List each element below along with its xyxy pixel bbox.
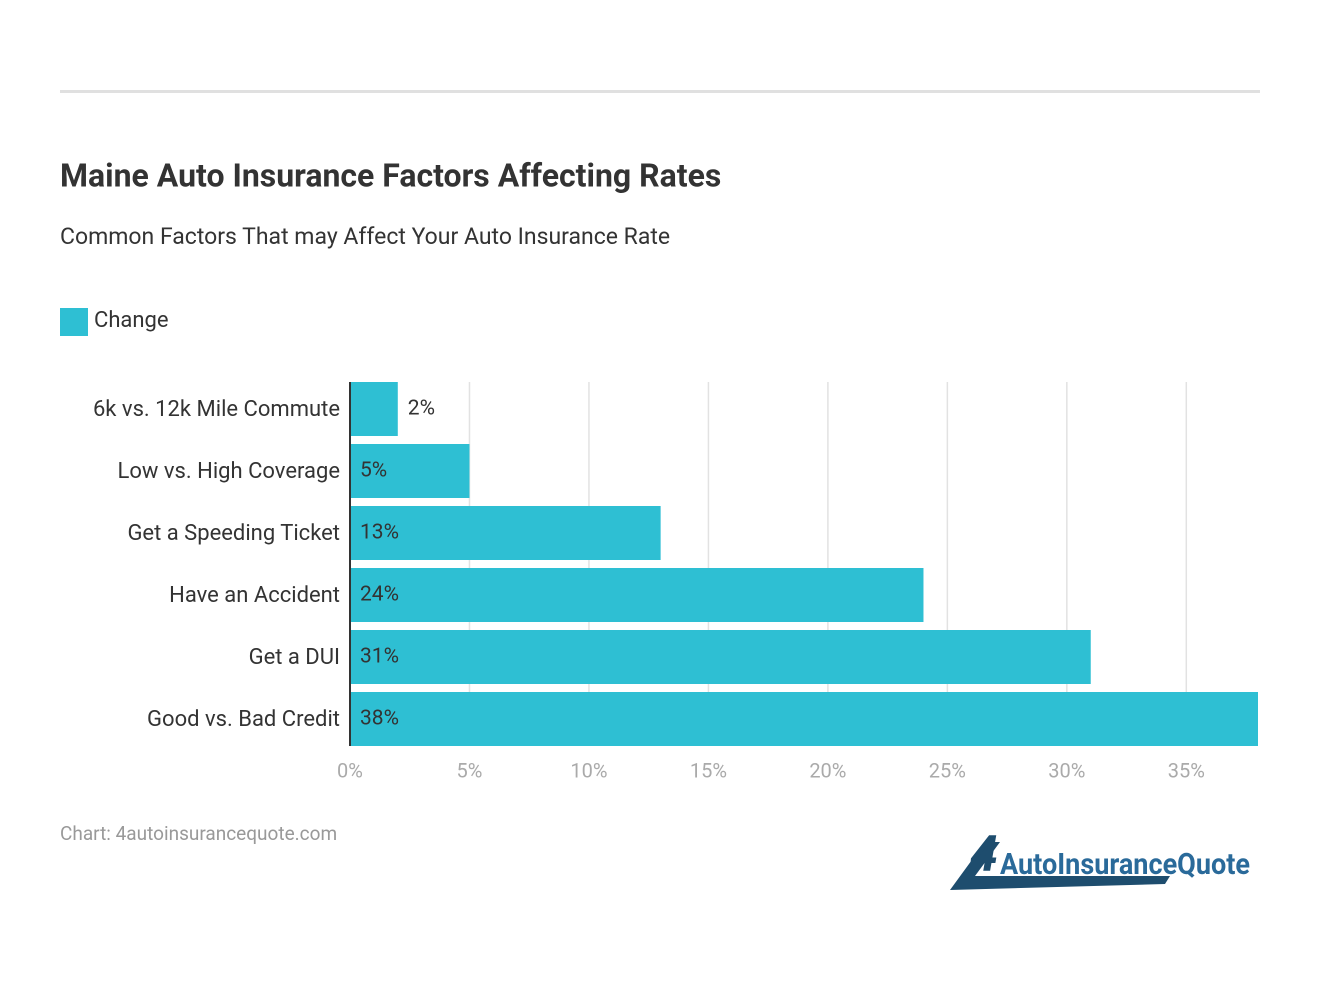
chart-subtitle: Common Factors That may Affect Your Auto… [60,223,670,250]
bar [350,692,1258,746]
y-tick-label: Good vs. Bad Credit [147,707,340,732]
value-label: 31% [360,645,399,669]
legend-label: Change [94,308,169,333]
y-tick-label: Have an Accident [169,583,340,608]
bar [350,444,470,498]
value-label: 5% [360,459,387,483]
logo: 4 AutoInsuranceQuote [950,826,1250,890]
x-tick-label: 10% [570,758,607,782]
bar [350,568,924,622]
logo-swoosh [950,842,1170,890]
logo-text: AutoInsuranceQuote [1000,847,1250,882]
chart-title: Maine Auto Insurance Factors Affecting R… [60,156,721,194]
bar [350,506,661,560]
y-tick-label: 6k vs. 12k Mile Commute [93,397,340,422]
logo-number: 4 [970,826,998,884]
bar [350,630,1091,684]
bar [350,382,398,436]
x-tick-label: 30% [1048,758,1085,782]
y-tick-label: Get a DUI [249,645,340,670]
top-rule [60,90,1260,93]
value-label: 38% [360,707,399,731]
source: Chart: 4autoinsurancequote.com [60,822,337,845]
value-label: 2% [408,397,435,421]
x-tick-label: 15% [690,758,727,782]
value-label: 24% [360,583,399,607]
x-tick-label: 20% [809,758,846,782]
y-tick-label: Get a Speeding Ticket [127,521,340,546]
x-tick-label: 5% [457,758,483,782]
x-tick-label: 25% [929,758,966,782]
y-tick-label: Low vs. High Coverage [117,459,340,484]
legend-swatch [60,308,88,336]
x-tick-label: 35% [1168,758,1205,782]
x-tick-label: 0% [337,758,363,782]
value-label: 13% [360,521,399,545]
